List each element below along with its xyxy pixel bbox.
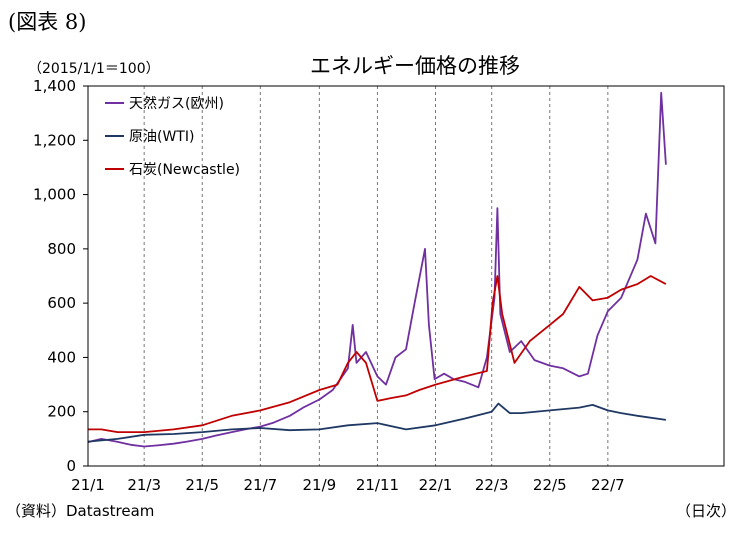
y-tick-label: 600	[47, 294, 76, 312]
x-tick-label: 22/7	[591, 476, 625, 494]
y-tick-label: 1,200	[33, 131, 76, 149]
plot-frame	[87, 85, 725, 467]
chart-title: エネルギー価格の推移	[310, 54, 520, 78]
legend-label: 天然ガス(欧州)	[129, 95, 224, 112]
x-tick-label: 22/1	[419, 476, 453, 494]
y-tick-label: 0	[66, 457, 76, 475]
series-line-2	[87, 402, 667, 443]
source-label: （資料）Datastream	[6, 502, 155, 520]
legend-label: 石炭(Newcastle)	[129, 162, 240, 178]
y-tick-label: 400	[47, 348, 76, 366]
series-line-3	[88, 275, 667, 433]
x-tick-label: 22/3	[475, 476, 509, 494]
x-tick-label: 21/11	[356, 476, 399, 494]
y-tick-label: 800	[47, 240, 76, 258]
legend-label: 原油(WTI)	[129, 129, 194, 145]
y-tick-label: 1,400	[33, 77, 76, 95]
x-tick-label: 21/3	[127, 476, 161, 494]
x-tick-label: 22/5	[533, 476, 567, 494]
x-tick-label: 21/9	[303, 476, 337, 494]
unit-label: （2015/1/1＝100）	[28, 61, 160, 77]
figure-label: (図表 8)	[8, 10, 87, 34]
x-tick-label: 21/5	[185, 476, 219, 494]
x-tick-label: 21/7	[243, 476, 277, 494]
series-line-1	[87, 91, 667, 448]
y-tick-label: 200	[47, 403, 76, 421]
frequency-label: （日次）	[675, 502, 736, 520]
x-tick-label: 21/1	[71, 476, 105, 494]
y-tick-label: 1,000	[33, 186, 76, 204]
